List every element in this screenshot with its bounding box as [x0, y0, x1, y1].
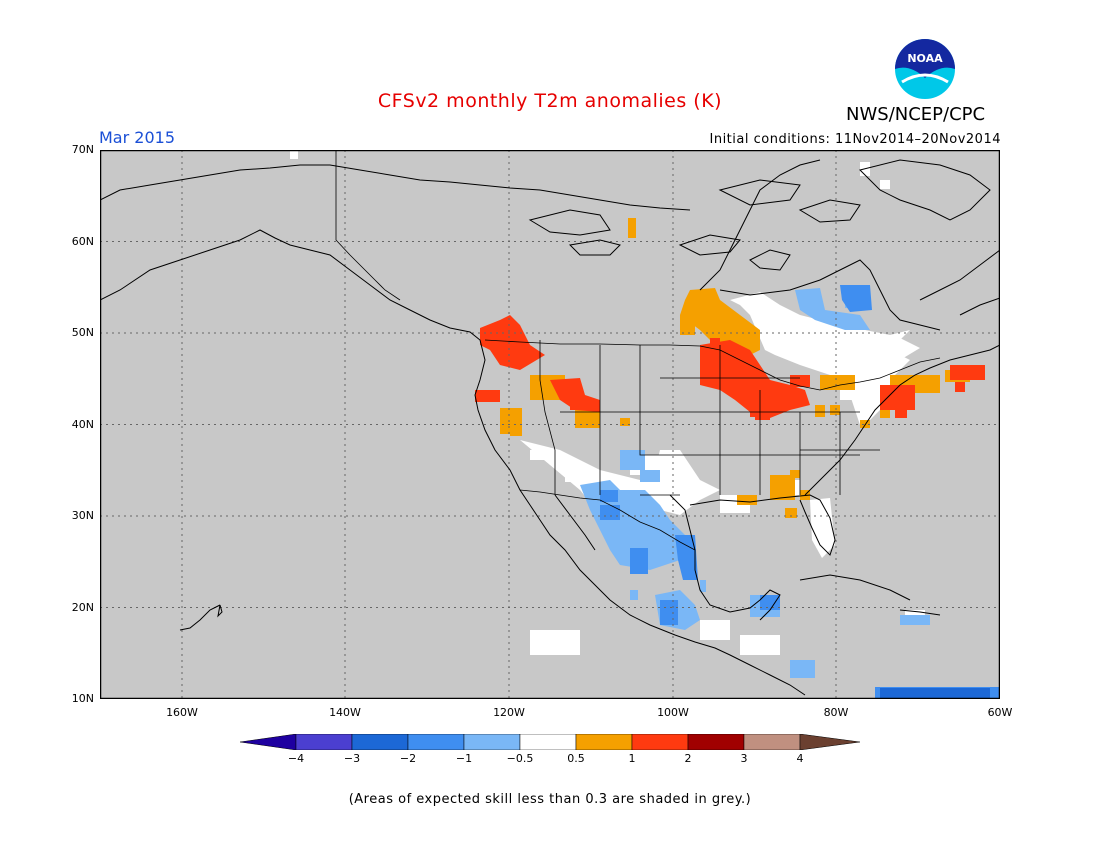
map-title: CFSv2 monthly T2m anomalies (K) [377, 90, 723, 112]
initial-conditions: Initial conditions: 11Nov2014–20Nov2014 [709, 132, 1001, 147]
lon-label-100w: 100W [657, 706, 689, 719]
noaa-logo: NOAA [895, 39, 955, 99]
colorbar-label-minus-0.5: −0.5 [506, 752, 534, 765]
logo-text: NOAA [907, 52, 943, 65]
colorbar-label-1: 1 [628, 752, 636, 765]
map-frame [100, 150, 1000, 699]
skill-footnote: (Areas of expected skill less than 0.3 a… [348, 792, 752, 807]
colorbar-label-minus-3: −3 [343, 752, 361, 765]
lat-label-10n: 10N [71, 692, 94, 705]
lon-label-140w: 140W [329, 706, 361, 719]
lon-label-160w: 160W [166, 706, 198, 719]
colorbar-swatch-minus-4-to-minus-3 [295, 734, 353, 750]
lon-label-120w: 120W [493, 706, 525, 719]
lat-label-20n: 20N [71, 601, 94, 614]
colorbar-swatch-above-4 [799, 734, 861, 750]
colorbar-swatch-below-minus-4 [240, 734, 297, 750]
anomaly-map [100, 150, 1000, 699]
graticule [100, 150, 1000, 699]
colorbar-label-minus-2: −2 [399, 752, 417, 765]
lat-label-60n: 60N [71, 235, 94, 248]
colorbar-swatch-minus-0.5-to-0.5 [519, 734, 577, 750]
colorbar-swatch-1-to-2 [631, 734, 689, 750]
lat-label-30n: 30N [71, 509, 94, 522]
political-borders [335, 150, 941, 551]
valid-period: Mar 2015 [99, 128, 175, 147]
colorbar-label-minus-4: −4 [287, 752, 305, 765]
agency-label: NWS/NCEP/CPC [846, 104, 986, 125]
colorbar-label-3: 3 [740, 752, 748, 765]
lon-label-80w: 80W [823, 706, 849, 719]
lat-label-40n: 40N [71, 418, 94, 431]
lat-label-70n: 70N [71, 143, 94, 156]
lon-label-60w: 60W [987, 706, 1013, 719]
colorbar-label-2: 2 [684, 752, 692, 765]
colorbar-label-4: 4 [796, 752, 804, 765]
colorbar-label-minus-1: −1 [455, 752, 473, 765]
colorbar-swatch-minus-1-to-minus-0.5 [463, 734, 521, 750]
lat-label-50n: 50N [71, 326, 94, 339]
colorbar-swatch-minus-2-to-minus-1 [407, 734, 465, 750]
coastlines [100, 159, 1000, 696]
colorbar-swatch-0.5-to-1 [575, 734, 633, 750]
colorbar-swatch-2-to-3 [687, 734, 745, 750]
colorbar-swatch-3-to-4 [743, 734, 801, 750]
colorbar-swatch-minus-3-to-minus-2 [351, 734, 409, 750]
colorbar-label-0.5: 0.5 [567, 752, 585, 765]
colorbar [240, 734, 861, 750]
